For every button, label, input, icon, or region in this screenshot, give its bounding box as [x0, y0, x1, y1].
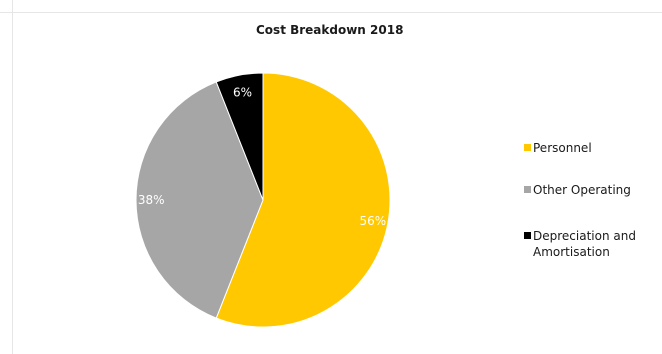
- data-label-personnel: 56%: [359, 214, 386, 228]
- chart-title: Cost Breakdown 2018: [256, 23, 404, 37]
- pie-slice-depreciation-and-amortisation: [215, 72, 264, 201]
- data-label-depreciation-and-amortisation: 6%: [233, 86, 252, 100]
- legend-swatch-depreciation: [524, 232, 531, 239]
- legend-swatch-other-operating: [524, 186, 531, 193]
- legend-label-depreciation-line1: Depreciation and: [533, 229, 636, 243]
- legend-label-depreciation-line2: Amortisation: [533, 245, 610, 259]
- legend-label-depreciation: Depreciation and Amortisation: [533, 228, 636, 260]
- pie-slice-personnel: [215, 72, 391, 328]
- pie-slices: [135, 72, 391, 328]
- chart-frame-left-border: [12, 0, 13, 354]
- pie-data-labels: 56% 38% 6%: [138, 86, 386, 228]
- data-label-other-operating: 38%: [138, 193, 165, 207]
- legend-label-personnel: Personnel: [533, 141, 592, 155]
- pie-slice-other-operating: [135, 81, 264, 319]
- chart-frame-top-border: [0, 12, 662, 13]
- legend-label-other-operating: Other Operating: [533, 183, 631, 197]
- legend-swatch-personnel: [524, 144, 531, 151]
